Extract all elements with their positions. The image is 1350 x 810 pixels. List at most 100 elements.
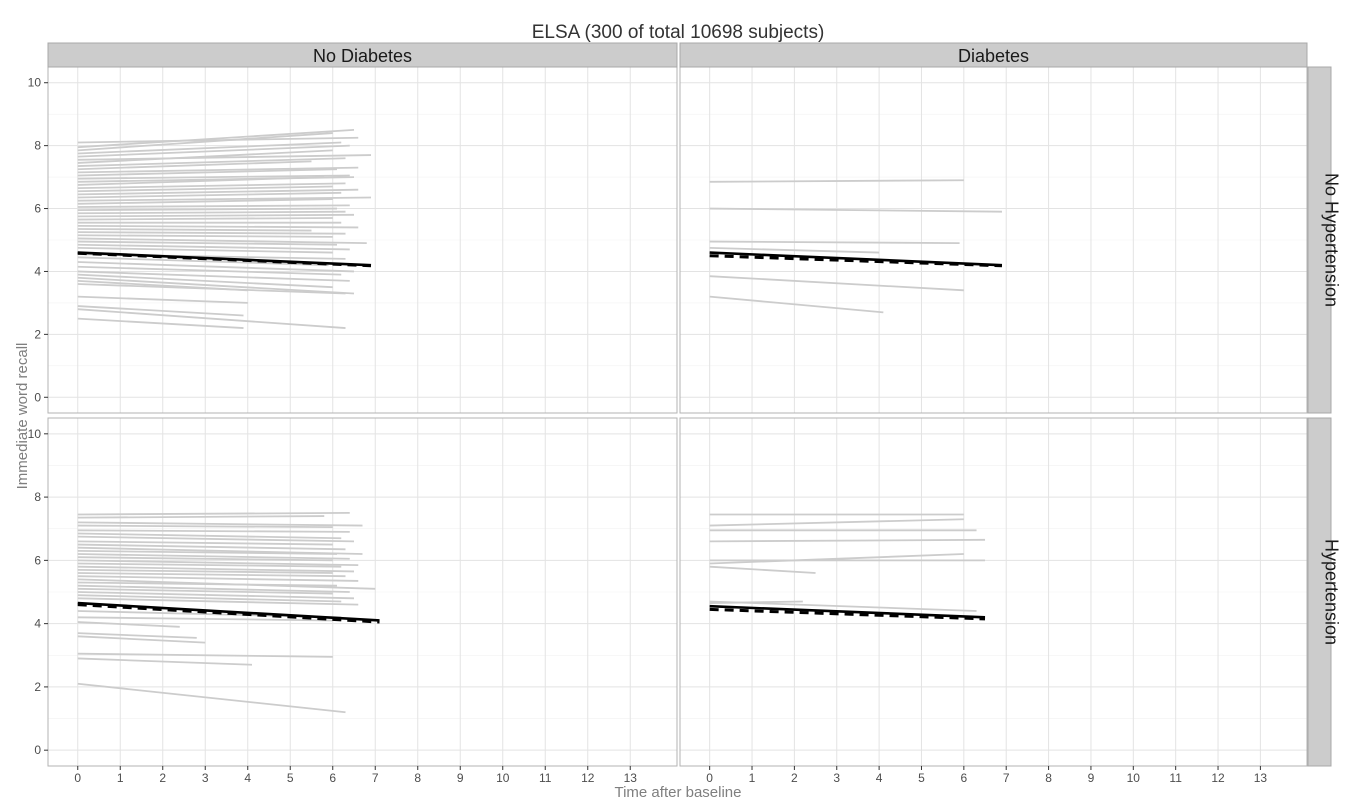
x-tick-label: 12 [581,771,595,785]
individual-trajectory [77,568,333,574]
x-tick-label: 13 [1254,771,1268,785]
individual-trajectory [77,562,342,568]
column-strip-label: No Diabetes [313,46,412,66]
individual-trajectory [77,532,342,540]
individual-trajectory [709,295,884,314]
chart-title: ELSA (300 of total 10698 subjects) [532,22,825,43]
x-axis-title: Time after baseline [614,784,741,801]
individual-trajectory [77,521,363,527]
individual-trajectory [709,553,964,565]
x-tick-label: 10 [496,771,510,785]
individual-trajectory [77,556,333,562]
mean-trend-line-solid [709,604,986,619]
x-tick-label: 9 [1088,771,1095,785]
individual-trajectory [77,591,355,600]
x-tick-label: 1 [117,771,124,785]
x-tick-label: 7 [372,771,379,785]
x-tick-label: 5 [918,771,925,785]
individual-trajectory [77,217,333,221]
panel-border [47,417,678,767]
x-tick-label: 2 [791,771,798,785]
individual-trajectory [77,559,359,567]
panel-no-diabetes-no-hypertension [47,66,678,414]
individual-trajectory [77,512,350,516]
individual-trajectory [709,565,816,574]
mean-trend-line-dashed [709,607,986,621]
y-tick-label: 2 [34,680,41,694]
individual-trajectory [77,553,350,560]
individual-trajectory [77,157,346,167]
y-tick-label: 10 [28,427,42,441]
individual-trajectory [77,273,333,289]
x-tick-label: 6 [329,771,336,785]
x-tick-label: 11 [1169,771,1182,785]
x-tick-label: 6 [961,771,968,785]
individual-trajectory [77,237,367,245]
y-axis-title: Immediate word recall [14,343,31,490]
mean-trend-line-solid [709,251,1003,267]
individual-trajectory [77,154,372,161]
individual-trajectory [77,196,372,202]
individual-trajectory [77,256,329,267]
individual-trajectory [77,549,338,555]
strip-background [1307,66,1332,414]
x-tick-label: 7 [1003,771,1010,785]
individual-trajectory [77,305,244,317]
individual-trajectory [77,270,350,282]
panel-diabetes-hypertension [679,417,1308,767]
individual-trajectory [77,198,333,205]
individual-trajectory [77,207,338,212]
individual-trajectory [77,243,350,251]
column-strip-no-diabetes: No Diabetes [47,42,678,68]
individual-trajectory [77,535,355,543]
individual-trajectory [77,515,325,519]
mean-trend-line-dashed [77,603,380,624]
individual-trajectory [77,540,333,546]
individual-trajectory [77,682,346,714]
individual-trajectory [77,224,359,229]
strip-background [679,42,1308,68]
individual-trajectory [77,160,312,171]
individual-trajectory [77,240,338,246]
individual-trajectory [77,188,359,196]
x-tick-label: 2 [159,771,166,785]
individual-trajectory [77,283,346,295]
y-tick-label: 0 [34,743,41,757]
x-tick-label: 3 [833,771,840,785]
facet-panels [47,66,1308,767]
individual-trajectory [77,185,333,193]
individual-trajectory [77,246,333,254]
individual-trajectory [77,228,312,232]
individual-trajectory [77,584,350,593]
individual-trajectory [77,575,359,582]
column-strip-label: Diabetes [958,46,1029,66]
individual-trajectory [709,600,977,612]
x-tick-label: 1 [749,771,756,785]
individual-trajectory [77,594,342,603]
individual-trajectory [77,529,350,533]
individual-trajectory [77,149,333,164]
x-tick-label: 0 [706,771,713,785]
individual-trajectory [77,144,350,158]
row-strip-label: No Hypertension [1322,173,1342,307]
individual-trajectory [77,597,359,606]
individual-trajectory [77,210,346,215]
panel-no-diabetes-hypertension [47,417,678,767]
individual-trajectory [77,141,342,155]
y-tick-label: 8 [34,490,41,504]
x-tick-label: 8 [1045,771,1052,785]
x-tick-label: 13 [624,771,638,785]
panel-border [679,417,1308,767]
individual-trajectory [77,176,325,186]
y-tick-label: 4 [34,617,41,631]
individual-trajectory [77,204,350,208]
individual-trajectory [77,317,244,329]
row-strip-label: Hypertension [1322,539,1342,645]
x-tick-label: 9 [457,771,464,785]
x-tick-label: 4 [244,771,251,785]
individual-trajectory [77,543,346,551]
mean-trend-line-solid [77,251,372,267]
individual-trajectory [77,132,333,152]
